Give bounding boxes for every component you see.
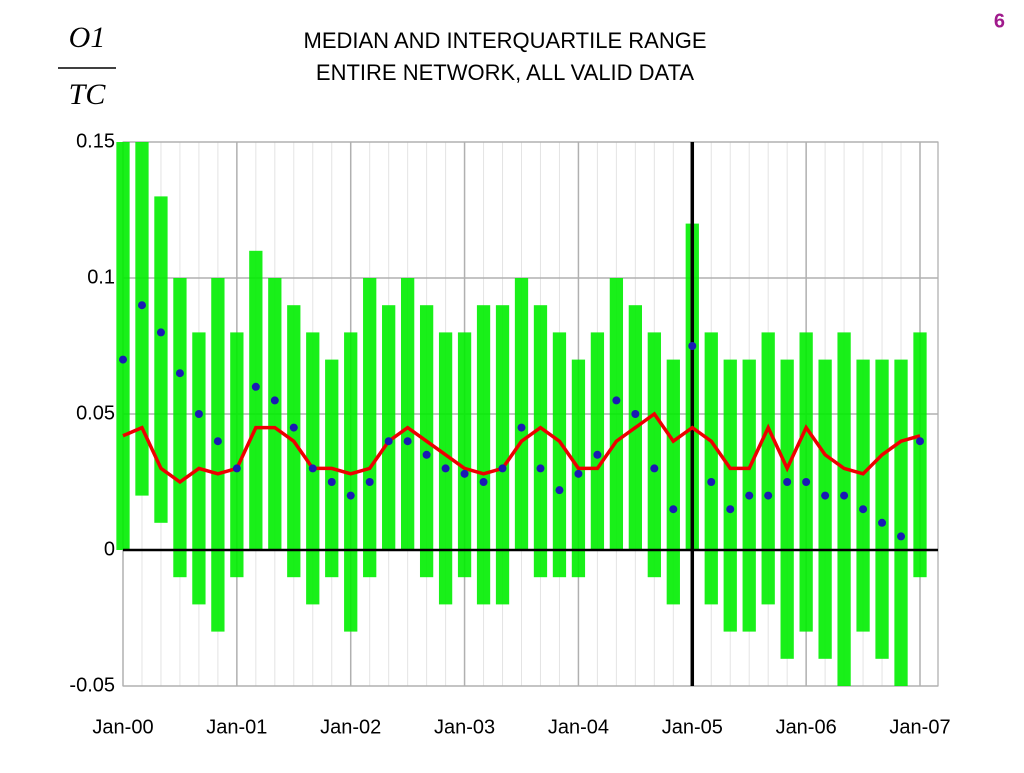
iqr-bar	[723, 359, 737, 632]
x-tick-label: Jan-07	[889, 716, 950, 738]
iqr-bar	[268, 278, 282, 550]
point	[156, 328, 165, 337]
iqr-bar	[704, 332, 718, 605]
iqr-bar	[249, 250, 263, 551]
point	[878, 518, 887, 527]
iqr-bar	[173, 278, 187, 578]
chart-title: MEDIAN AND INTERQUARTILE RANGE	[304, 28, 707, 53]
y-tick-label: 0.05	[76, 402, 115, 424]
point	[783, 478, 792, 486]
iqr-bar	[135, 142, 149, 496]
x-tick-label: Jan-04	[548, 716, 609, 738]
iqr-bar	[837, 332, 851, 686]
point	[441, 464, 450, 473]
point	[346, 491, 355, 500]
iqr-bar	[533, 305, 548, 578]
y-tick-label: 0.15	[76, 130, 115, 152]
point	[764, 491, 773, 500]
point	[251, 382, 260, 391]
point	[707, 478, 716, 486]
point	[175, 369, 184, 378]
iqr-bar	[211, 278, 225, 632]
point	[479, 478, 488, 486]
point	[270, 396, 279, 405]
x-tick-label: Jan-02	[320, 716, 381, 738]
x-tick-label: Jan-05	[662, 716, 723, 738]
point	[821, 491, 830, 500]
point	[194, 410, 203, 418]
x-tick-label: Jan-00	[92, 716, 153, 738]
point	[422, 450, 431, 459]
iqr-bar	[590, 332, 605, 550]
point	[327, 478, 336, 486]
slide-number: 6	[994, 10, 1005, 32]
iqr-bar	[913, 332, 927, 578]
point	[688, 342, 697, 350]
x-tick-label: Jan-01	[206, 716, 267, 738]
point	[536, 464, 545, 473]
point	[119, 355, 127, 364]
point	[460, 469, 469, 478]
point	[650, 464, 659, 473]
iqr-bar	[552, 332, 567, 578]
point	[593, 450, 602, 459]
y-tick-label: 0.1	[87, 266, 115, 288]
iqr-bar	[116, 142, 130, 550]
point	[745, 491, 754, 500]
point	[308, 464, 317, 473]
point	[897, 532, 906, 541]
iqr-bar	[230, 332, 244, 578]
point	[289, 423, 298, 432]
point	[916, 437, 924, 446]
iqr-bar	[476, 305, 491, 605]
y-tick-label: 0	[104, 538, 115, 560]
point	[498, 464, 507, 473]
point	[403, 437, 412, 446]
iqr-bar	[363, 278, 377, 578]
point	[859, 505, 868, 514]
y-tick-label: -0.05	[69, 674, 115, 696]
iqr-bar	[818, 359, 832, 659]
iqr-bar	[154, 196, 168, 523]
x-tick-label: Jan-03	[434, 716, 495, 738]
iqr-bar	[401, 278, 415, 550]
x-tick-label: Jan-06	[776, 716, 837, 738]
point	[574, 469, 583, 478]
point	[213, 437, 222, 446]
point	[612, 396, 621, 405]
iqr-bar	[761, 332, 775, 605]
point	[802, 478, 811, 486]
point	[384, 437, 393, 446]
point	[726, 505, 735, 514]
point	[365, 478, 374, 486]
median-line	[122, 411, 921, 485]
iqr-bar	[856, 359, 870, 632]
point	[232, 464, 241, 473]
iqr-bar	[875, 359, 889, 659]
iqr-bar	[457, 332, 472, 578]
point	[840, 491, 849, 500]
point	[137, 301, 146, 310]
chart-subtitle: ENTIRE NETWORK, ALL VALID DATA	[316, 60, 694, 85]
point	[517, 423, 526, 432]
iqr-bar	[382, 305, 396, 550]
iqr-bar	[609, 278, 624, 550]
iqr-bar	[647, 332, 661, 578]
iqr-bar	[514, 278, 529, 550]
iqr-bar	[894, 359, 908, 686]
point	[555, 486, 564, 495]
iqr-bar	[666, 359, 680, 605]
y-label-denominator: TC	[69, 78, 107, 111]
y-label-numerator: O1	[69, 21, 106, 54]
iqr-bar	[344, 332, 358, 632]
iqr-bar	[780, 359, 794, 659]
point	[669, 505, 678, 514]
iqr-bar	[495, 305, 510, 605]
point	[631, 410, 640, 418]
